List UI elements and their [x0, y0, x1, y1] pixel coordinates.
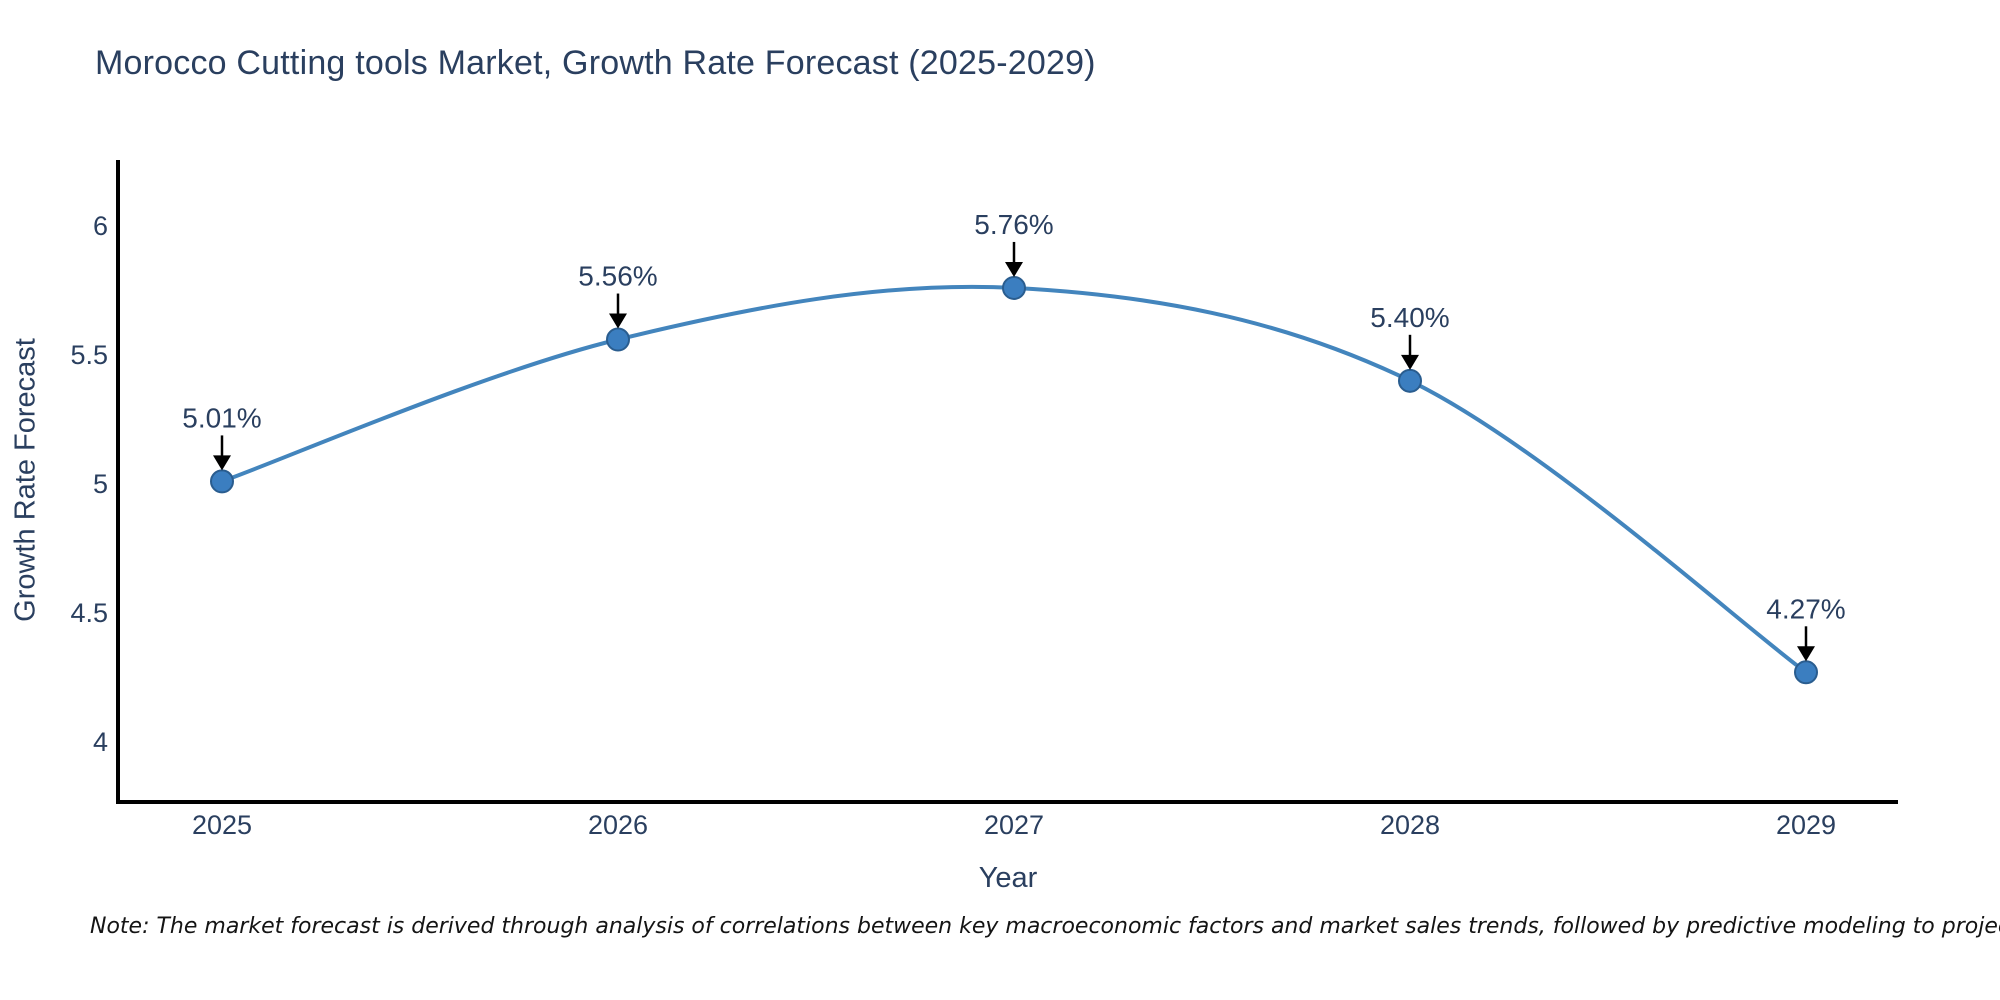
- data-point-label: 4.27%: [1766, 593, 1845, 624]
- x-tick-label: 2027: [984, 810, 1044, 840]
- annotation-arrowhead-icon: [213, 455, 231, 471]
- y-tick-label: 6: [93, 211, 108, 241]
- data-point-label: 5.56%: [578, 261, 657, 292]
- data-point-label: 5.01%: [182, 402, 261, 433]
- chart-title: Morocco Cutting tools Market, Growth Rat…: [95, 44, 1096, 82]
- data-point-marker[interactable]: [1794, 660, 1818, 685]
- annotation-arrowhead-icon: [1401, 354, 1419, 370]
- x-tick-label: 2028: [1380, 810, 1440, 840]
- x-tick-label: 2026: [588, 810, 648, 840]
- data-point-marker[interactable]: [1002, 275, 1026, 300]
- data-point-marker[interactable]: [1398, 368, 1422, 393]
- y-tick-label: 5: [93, 469, 108, 499]
- data-point-label: 5.40%: [1370, 302, 1449, 333]
- y-tick-label: 5.5: [70, 340, 108, 370]
- y-tick-label: 4.5: [70, 598, 108, 628]
- data-point-marker[interactable]: [606, 327, 630, 352]
- forecast-line: [220, 284, 1808, 675]
- y-tick-label: 4: [93, 727, 108, 757]
- data-point-marker[interactable]: [210, 469, 234, 494]
- annotation-arrowhead-icon: [1005, 261, 1023, 277]
- x-tick-label: 2029: [1776, 810, 1836, 840]
- annotation-arrowhead-icon: [609, 313, 627, 329]
- annotation-arrowhead-icon: [1797, 646, 1815, 662]
- footnote-text: Note: The market forecast is derived thr…: [90, 914, 2000, 939]
- data-point-label: 5.76%: [974, 209, 1053, 240]
- x-axis-title: Year: [978, 862, 1038, 894]
- x-tick-label: 2025: [192, 810, 252, 840]
